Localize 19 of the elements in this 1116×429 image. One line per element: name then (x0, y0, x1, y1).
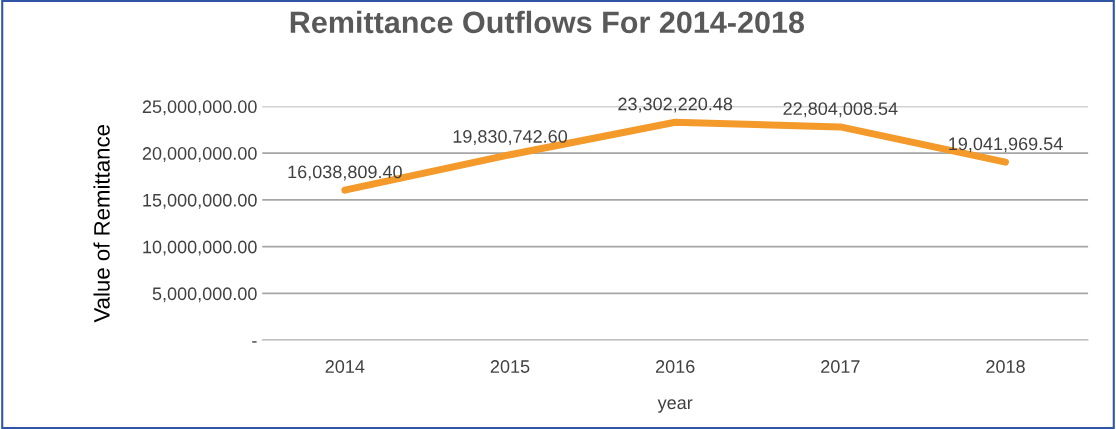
y-tick-label: 25,000,000.00 (142, 100, 257, 116)
data-label: 19,041,969.54 (949, 137, 1063, 153)
y-tick-label: 5,000,000.00 (152, 287, 257, 303)
chart-title: Remittance Outflows For 2014-2018 (290, 10, 805, 34)
x-tick-label: 2015 (490, 360, 530, 373)
y-tick-label: 10,000,000.00 (143, 240, 257, 256)
x-tick-label: 2014 (325, 360, 365, 373)
x-tick-label: 2016 (656, 360, 695, 373)
x-axis-title: year (657, 399, 693, 413)
x-tick-label: 2017 (821, 360, 860, 373)
data-label: 19,830,742.60 (453, 130, 568, 145)
data-label: 22,804,008.54 (783, 102, 898, 118)
data-label: 16,038,809.40 (288, 165, 402, 181)
x-tick-label: 2018 (986, 360, 1025, 373)
data-label: 23,302,220.48 (618, 97, 733, 113)
y-axis-title: Value of Remittance (93, 125, 110, 323)
y-tick-label: 15,000,000.00 (143, 193, 257, 209)
y-tick-label: - (252, 341, 257, 343)
y-tick-label: 20,000,000.00 (142, 147, 257, 163)
